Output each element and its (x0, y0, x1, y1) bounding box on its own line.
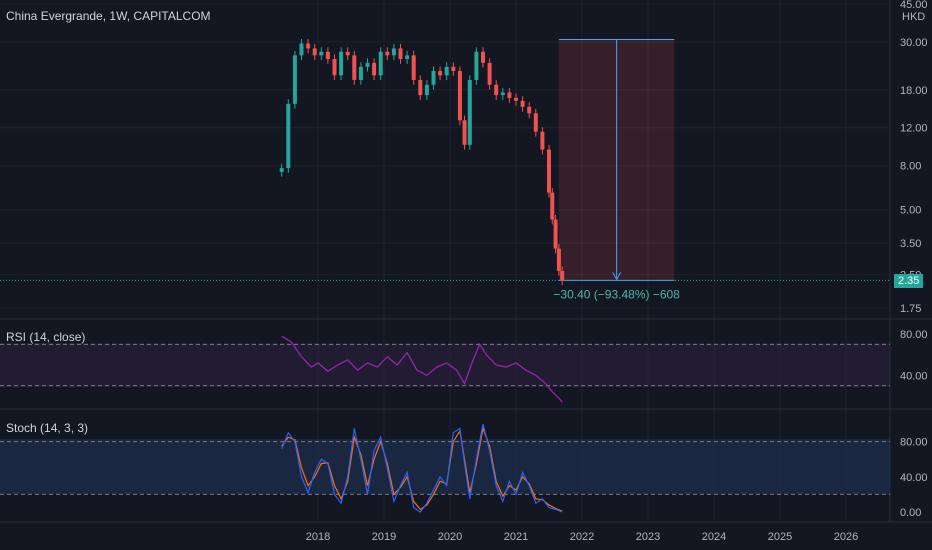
candle-body (405, 55, 410, 60)
stoch-tick-label: 80.00 (900, 437, 928, 449)
x-tick-label: 2024 (702, 531, 726, 543)
candle-body (533, 113, 538, 132)
rsi-pane-label: RSI (14, close) (6, 330, 86, 344)
candle-body (487, 62, 492, 85)
candle-body (411, 55, 416, 80)
candle-body (339, 51, 344, 76)
candle-body (556, 248, 561, 271)
candle-body (385, 51, 390, 56)
candle-body (494, 84, 499, 96)
candle-body (520, 100, 525, 107)
candle-body (418, 79, 423, 96)
candle-body (451, 66, 456, 71)
price-tick-label: 18.00 (900, 85, 928, 97)
rsi-tick-label: 80.00 (900, 329, 928, 341)
candle-body (444, 66, 449, 76)
candle-body (332, 59, 337, 76)
candle-body (299, 43, 304, 56)
stoch-pane-label: Stoch (14, 3, 3) (6, 421, 89, 435)
measure-label: −30.40 (−93.48%) −608 (553, 287, 680, 301)
chart-title: China Evergrande, 1W, CAPITALCOM (6, 9, 211, 23)
price-tick-label: 1.75 (900, 303, 921, 315)
price-tick-label: 5.00 (900, 205, 921, 217)
candle-body (547, 149, 551, 193)
candle-body (467, 79, 472, 145)
x-tick-label: 2019 (372, 531, 396, 543)
candle-body (553, 219, 558, 249)
price-tick-label: 12.00 (900, 123, 928, 135)
rsi-line (281, 335, 563, 403)
x-tick-label: 2022 (570, 531, 594, 543)
candle-body (372, 62, 377, 76)
price-tick-label: 3.50 (900, 238, 921, 250)
candle-body (319, 51, 324, 56)
candle-body (438, 70, 443, 76)
candle-body (325, 51, 330, 60)
candle-body (365, 62, 370, 67)
price-tick-label: 8.00 (900, 161, 921, 173)
rsi-tick-label: 40.00 (900, 370, 928, 382)
candle-body (540, 131, 545, 150)
candle-body (560, 270, 565, 281)
candle-body (306, 43, 311, 49)
price-tick-label: 30.00 (900, 37, 928, 49)
price-tick-label: 45.00 (900, 0, 928, 11)
stoch-band-fill (0, 439, 890, 494)
candle-body (514, 97, 518, 101)
measure-arrow-head (612, 272, 622, 281)
candle-body (474, 51, 479, 80)
candle-body (292, 55, 297, 104)
x-tick-label: 2021 (504, 531, 528, 543)
rsi-band-fill (0, 343, 890, 387)
candle-body (352, 55, 357, 80)
candle-body (431, 70, 436, 85)
candle-body (398, 48, 403, 60)
currency-label: HKD (902, 11, 925, 23)
stoch-tick-label: 0.00 (900, 507, 921, 519)
last-price-tag: 2.35 (894, 274, 924, 288)
candle-body (457, 70, 462, 121)
candle-body (358, 66, 363, 80)
stoch-tick-label: 40.00 (900, 472, 928, 484)
x-tick-label: 2025 (768, 531, 792, 543)
candle-body (424, 84, 429, 96)
x-tick-label: 2020 (438, 531, 462, 543)
candle-body (527, 106, 532, 114)
candle-body (286, 103, 291, 169)
x-tick-label: 2023 (636, 531, 660, 543)
candle-body (345, 51, 350, 56)
candle-body (462, 120, 467, 145)
candle-body (481, 51, 485, 63)
stoch-k-line (281, 423, 563, 513)
candle-body (378, 51, 383, 76)
candle-body (279, 168, 284, 172)
candle-body (391, 48, 396, 56)
x-tick-label: 2018 (306, 531, 330, 543)
candle-body (507, 92, 512, 98)
candle-body (550, 192, 555, 220)
candle-body (312, 48, 317, 56)
x-tick-label: 2026 (834, 531, 858, 543)
candle-body (500, 92, 505, 96)
